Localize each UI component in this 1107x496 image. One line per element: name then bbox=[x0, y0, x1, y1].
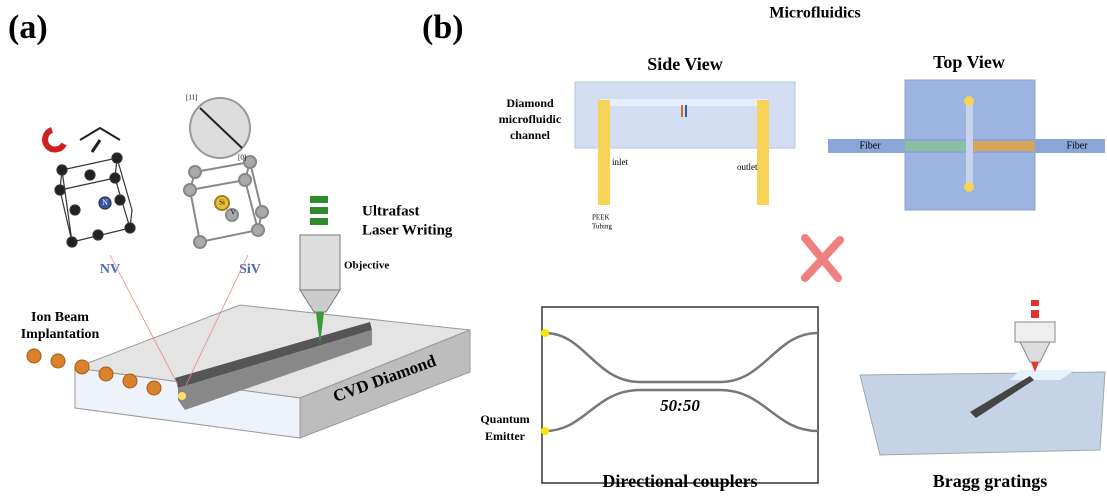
emitter-label: Quantum bbox=[480, 412, 529, 426]
coupler bbox=[541, 306, 819, 484]
ion-beam-label: Implantation bbox=[21, 327, 100, 342]
panel-title: Microfluidics bbox=[769, 5, 860, 22]
panel-label: (b) bbox=[422, 9, 464, 46]
emitter-label: Emitter bbox=[485, 429, 526, 443]
tools-icon bbox=[801, 234, 844, 282]
section-title: Side View bbox=[647, 54, 723, 74]
nv-label: NV bbox=[100, 262, 120, 277]
pointer bbox=[109, 254, 179, 386]
panel-label: (a) bbox=[8, 9, 48, 46]
fiber-label: Fiber bbox=[859, 140, 881, 151]
inlet-label: inlet bbox=[612, 157, 628, 167]
magnet bbox=[42, 126, 121, 153]
pointer bbox=[185, 254, 249, 386]
channel-label: Diamond bbox=[506, 96, 554, 110]
ratio-label: 50:50 bbox=[660, 396, 700, 415]
siv-lattice bbox=[183, 97, 269, 249]
side-view bbox=[574, 81, 796, 205]
section-title: Top View bbox=[933, 52, 1005, 72]
bragg bbox=[859, 300, 1106, 456]
caption: Bragg gratings bbox=[933, 471, 1048, 491]
atom-label: V bbox=[230, 209, 235, 217]
laser-label: Ultrafast bbox=[362, 203, 419, 219]
channel-label: microfluidic bbox=[499, 112, 562, 126]
tubing-label: PEEK bbox=[592, 214, 610, 222]
atom-label: Si bbox=[219, 199, 225, 207]
outlet-label: outlet bbox=[737, 162, 758, 172]
ion-beam-label: Ion Beam bbox=[31, 310, 89, 325]
siv-label: SiV bbox=[239, 262, 261, 277]
objective-label: Objective bbox=[344, 260, 389, 272]
fiber-label: Fiber bbox=[1066, 140, 1088, 151]
top-view bbox=[828, 79, 1105, 211]
caption: Directional couplers bbox=[602, 471, 757, 491]
axis-label: [11] bbox=[186, 94, 197, 102]
laser-label: Laser Writing bbox=[362, 222, 453, 238]
objective bbox=[299, 196, 341, 345]
atom-label: N bbox=[102, 198, 108, 207]
axis-label: [0] bbox=[238, 154, 246, 162]
nv-lattice bbox=[54, 152, 136, 248]
channel-label: channel bbox=[510, 128, 551, 142]
ion-beam bbox=[26, 348, 162, 396]
tubing-label: Tubing bbox=[592, 223, 612, 231]
